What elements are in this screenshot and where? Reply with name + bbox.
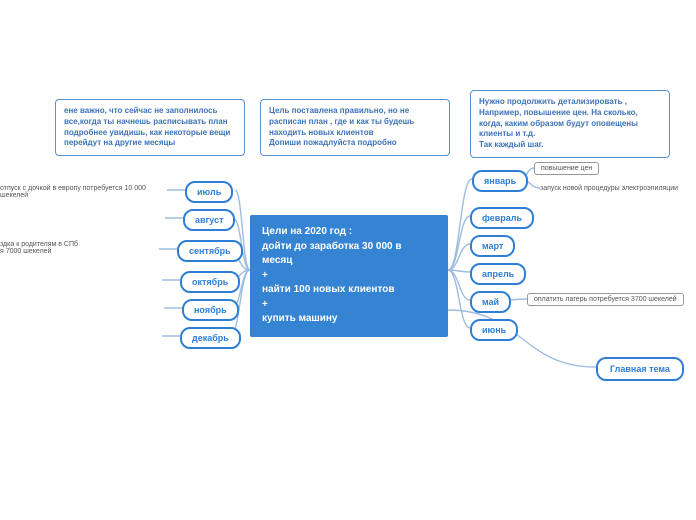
note-n1: запуск новой процедуры электроэпиляции xyxy=(540,185,678,192)
tag-t1: повышение цен xyxy=(534,162,599,175)
right-month-may[interactable]: май xyxy=(470,291,511,313)
right-month-jun[interactable]: июнь xyxy=(470,319,518,341)
left-month-jul[interactable]: июль xyxy=(185,181,233,203)
comment-c2: Цель поставлена правильно, но не расписа… xyxy=(260,99,450,156)
right-month-apr[interactable]: апрель xyxy=(470,263,526,285)
left-note-ln2: здка к родителям в СПб я 7000 шекелей xyxy=(0,241,85,255)
right-month-jan[interactable]: январь xyxy=(472,170,528,192)
left-note-ln1: отпуск с дочкой в европу потребуется 10 … xyxy=(0,185,165,199)
comment-c3: Нужно продолжить детализировать , Наприм… xyxy=(470,90,670,158)
left-month-nov[interactable]: ноябрь xyxy=(182,299,239,321)
tag-t2: оплатить лагерь потребуется 3700 шекелей xyxy=(527,293,684,306)
main-topic[interactable]: Главная тема xyxy=(596,357,684,381)
right-month-feb[interactable]: февраль xyxy=(470,207,534,229)
center-goal[interactable]: Цели на 2020 год : дойти до заработка 30… xyxy=(250,215,448,337)
left-month-oct[interactable]: октябрь xyxy=(180,271,240,293)
left-month-dec[interactable]: декабрь xyxy=(180,327,241,349)
left-month-aug[interactable]: август xyxy=(183,209,235,231)
right-month-mar[interactable]: март xyxy=(470,235,515,257)
comment-c1: ене важно, что сейчас не заполнилось все… xyxy=(55,99,245,156)
left-month-sep[interactable]: сентябрь xyxy=(177,240,243,262)
